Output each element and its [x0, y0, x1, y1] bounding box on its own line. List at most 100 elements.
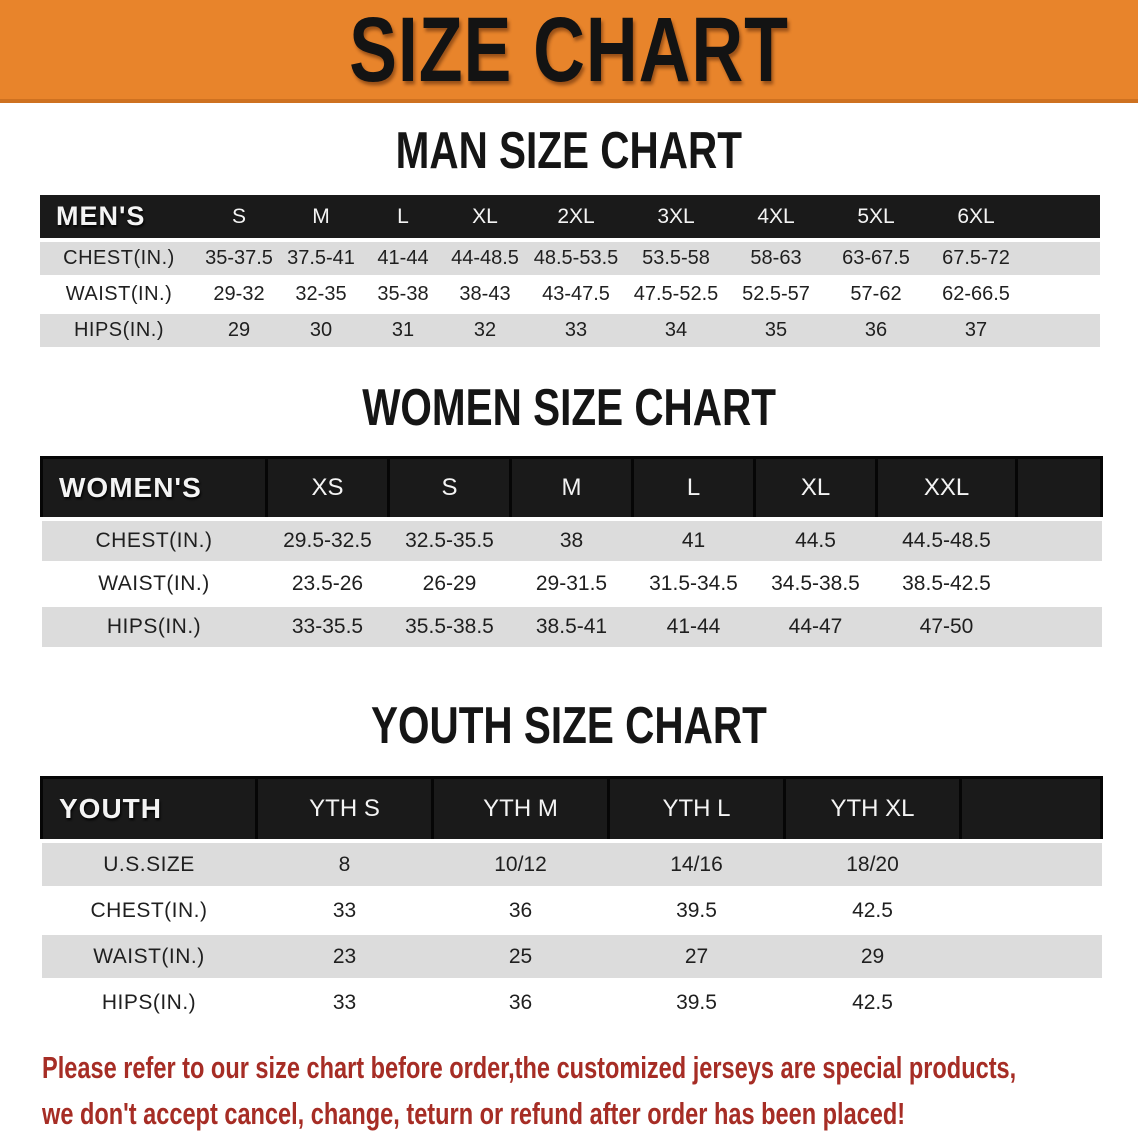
measurement-value: 38.5-42.5 — [876, 562, 1017, 607]
measurement-value: 42.5 — [784, 979, 961, 1027]
size-column-2xl: 2XL — [526, 195, 626, 240]
size-column-m: M — [280, 195, 362, 240]
measurement-value: 18/20 — [784, 839, 961, 889]
row-label-hips-in: HIPS(IN.) — [40, 312, 198, 350]
size-column-yth-l: YTH L — [607, 776, 786, 843]
measurement-value: 48.5-53.5 — [526, 238, 626, 278]
youth-row-chest-in: CHEST(IN.) 33 36 39.5 42.5 — [41, 887, 1102, 935]
row-label-chest-in: CHEST(IN.) — [40, 238, 198, 278]
measurement-value: 31.5-34.5 — [632, 562, 755, 607]
measurement-value: 44-47 — [754, 605, 877, 650]
measurement-value: 43-47.5 — [526, 276, 626, 314]
measurement-value: 58-63 — [726, 238, 826, 278]
measurement-value: 47-50 — [876, 605, 1017, 650]
measurement-value: 63-67.5 — [826, 238, 926, 278]
men-header-row: MEN'S S M L XL 2XL 3XL 4XL 5XL 6XL — [40, 195, 1100, 240]
row-spacer — [1026, 238, 1100, 278]
measurement-value: 23 — [256, 933, 433, 981]
size-column-xl: XL — [444, 195, 526, 240]
measurement-value: 31 — [362, 312, 444, 350]
measurement-value: 29-31.5 — [510, 562, 633, 607]
row-spacer — [1016, 605, 1102, 650]
men-section-heading: MAN SIZE CHART — [0, 120, 1138, 180]
measurement-value: 47.5-52.5 — [626, 276, 726, 314]
measurement-value: 29-32 — [198, 276, 280, 314]
measurement-value: 44.5-48.5 — [876, 517, 1017, 564]
measurement-value: 33 — [526, 312, 626, 350]
women-section-heading: WOMEN SIZE CHART — [0, 377, 1138, 437]
size-column-l: L — [362, 195, 444, 240]
men-row-hips-in: HIPS(IN.) 29 30 31 32 33 34 35 36 37 — [40, 312, 1100, 350]
measurement-value: 36 — [826, 312, 926, 350]
measurement-value: 30 — [280, 312, 362, 350]
header-spacer — [1015, 456, 1103, 521]
row-spacer — [960, 979, 1102, 1027]
women-row-hips-in: HIPS(IN.) 33-35.5 35.5-38.5 38.5-41 41-44 44-… — [41, 605, 1102, 650]
measurement-value: 32.5-35.5 — [388, 517, 511, 564]
row-spacer — [960, 839, 1102, 889]
row-label-chest-in: CHEST(IN.) — [41, 517, 267, 564]
disclaimer-note: Please refer to our size chart before or… — [42, 1045, 1138, 1137]
row-label-hips-in: HIPS(IN.) — [41, 605, 267, 650]
measurement-value: 29.5-32.5 — [266, 517, 389, 564]
size-column-yth-m: YTH M — [431, 776, 610, 843]
youth-row-hips-in: HIPS(IN.) 33 36 39.5 42.5 — [41, 979, 1102, 1027]
measurement-value: 10/12 — [432, 839, 609, 889]
youth-section-heading: YOUTH SIZE CHART — [0, 695, 1138, 755]
row-spacer — [960, 933, 1102, 981]
size-column-xxl: XXL — [875, 456, 1018, 521]
size-column-s: S — [198, 195, 280, 240]
page-title: SIZE CHART — [349, 0, 789, 101]
men-section-heading-text: MAN SIZE CHART — [395, 120, 743, 180]
youth-size-table: YOUTH YTH S YTH M YTH L YTH XL U.S.SIZE 8 10/1… — [40, 776, 1103, 1027]
measurement-value: 35 — [726, 312, 826, 350]
row-spacer — [1026, 276, 1100, 314]
measurement-value: 38-43 — [444, 276, 526, 314]
header-spacer — [1026, 195, 1100, 240]
row-label-waist-in: WAIST(IN.) — [41, 933, 257, 981]
measurement-value: 29 — [784, 933, 961, 981]
measurement-value: 35-37.5 — [198, 238, 280, 278]
row-label-waist-in: WAIST(IN.) — [41, 562, 267, 607]
size-column-4xl: 4XL — [726, 195, 826, 240]
measurement-value: 57-62 — [826, 276, 926, 314]
measurement-value: 23.5-26 — [266, 562, 389, 607]
row-label-u-s-size: U.S.SIZE — [41, 839, 257, 889]
measurement-value: 36 — [432, 887, 609, 935]
measurement-value: 34 — [626, 312, 726, 350]
men-size-table: MEN'S S M L XL 2XL 3XL 4XL 5XL 6XL CHEST(IN.) 35-3… — [40, 195, 1100, 350]
measurement-value: 35-38 — [362, 276, 444, 314]
disclaimer-line-1: Please refer to our size chart before or… — [42, 1050, 1017, 1085]
measurement-value: 52.5-57 — [726, 276, 826, 314]
measurement-value: 39.5 — [608, 979, 785, 1027]
measurement-value: 33 — [256, 979, 433, 1027]
women-table-label: WOMEN'S — [40, 456, 268, 521]
measurement-value: 36 — [432, 979, 609, 1027]
size-column-6xl: 6XL — [926, 195, 1026, 240]
size-column-xs: XS — [265, 456, 390, 521]
size-column-yth-s: YTH S — [255, 776, 434, 843]
measurement-value: 41-44 — [632, 605, 755, 650]
measurement-value: 67.5-72 — [926, 238, 1026, 278]
youth-section-heading-text: YOUTH SIZE CHART — [371, 695, 767, 755]
measurement-value: 26-29 — [388, 562, 511, 607]
header-spacer — [959, 776, 1103, 843]
measurement-value: 32-35 — [280, 276, 362, 314]
row-label-chest-in: CHEST(IN.) — [41, 887, 257, 935]
women-section-heading-text: WOMEN SIZE CHART — [362, 377, 776, 437]
size-column-m: M — [509, 456, 634, 521]
row-label-hips-in: HIPS(IN.) — [41, 979, 257, 1027]
measurement-value: 38.5-41 — [510, 605, 633, 650]
measurement-value: 62-66.5 — [926, 276, 1026, 314]
size-column-xl: XL — [753, 456, 878, 521]
measurement-value: 41-44 — [362, 238, 444, 278]
measurement-value: 34.5-38.5 — [754, 562, 877, 607]
measurement-value: 53.5-58 — [626, 238, 726, 278]
row-label-waist-in: WAIST(IN.) — [40, 276, 198, 314]
size-column-yth-xl: YTH XL — [783, 776, 962, 843]
measurement-value: 33 — [256, 887, 433, 935]
women-row-waist-in: WAIST(IN.) 23.5-26 26-29 29-31.5 31.5-34.5 34… — [41, 562, 1102, 607]
row-spacer — [960, 887, 1102, 935]
measurement-value: 42.5 — [784, 887, 961, 935]
size-column-3xl: 3XL — [626, 195, 726, 240]
